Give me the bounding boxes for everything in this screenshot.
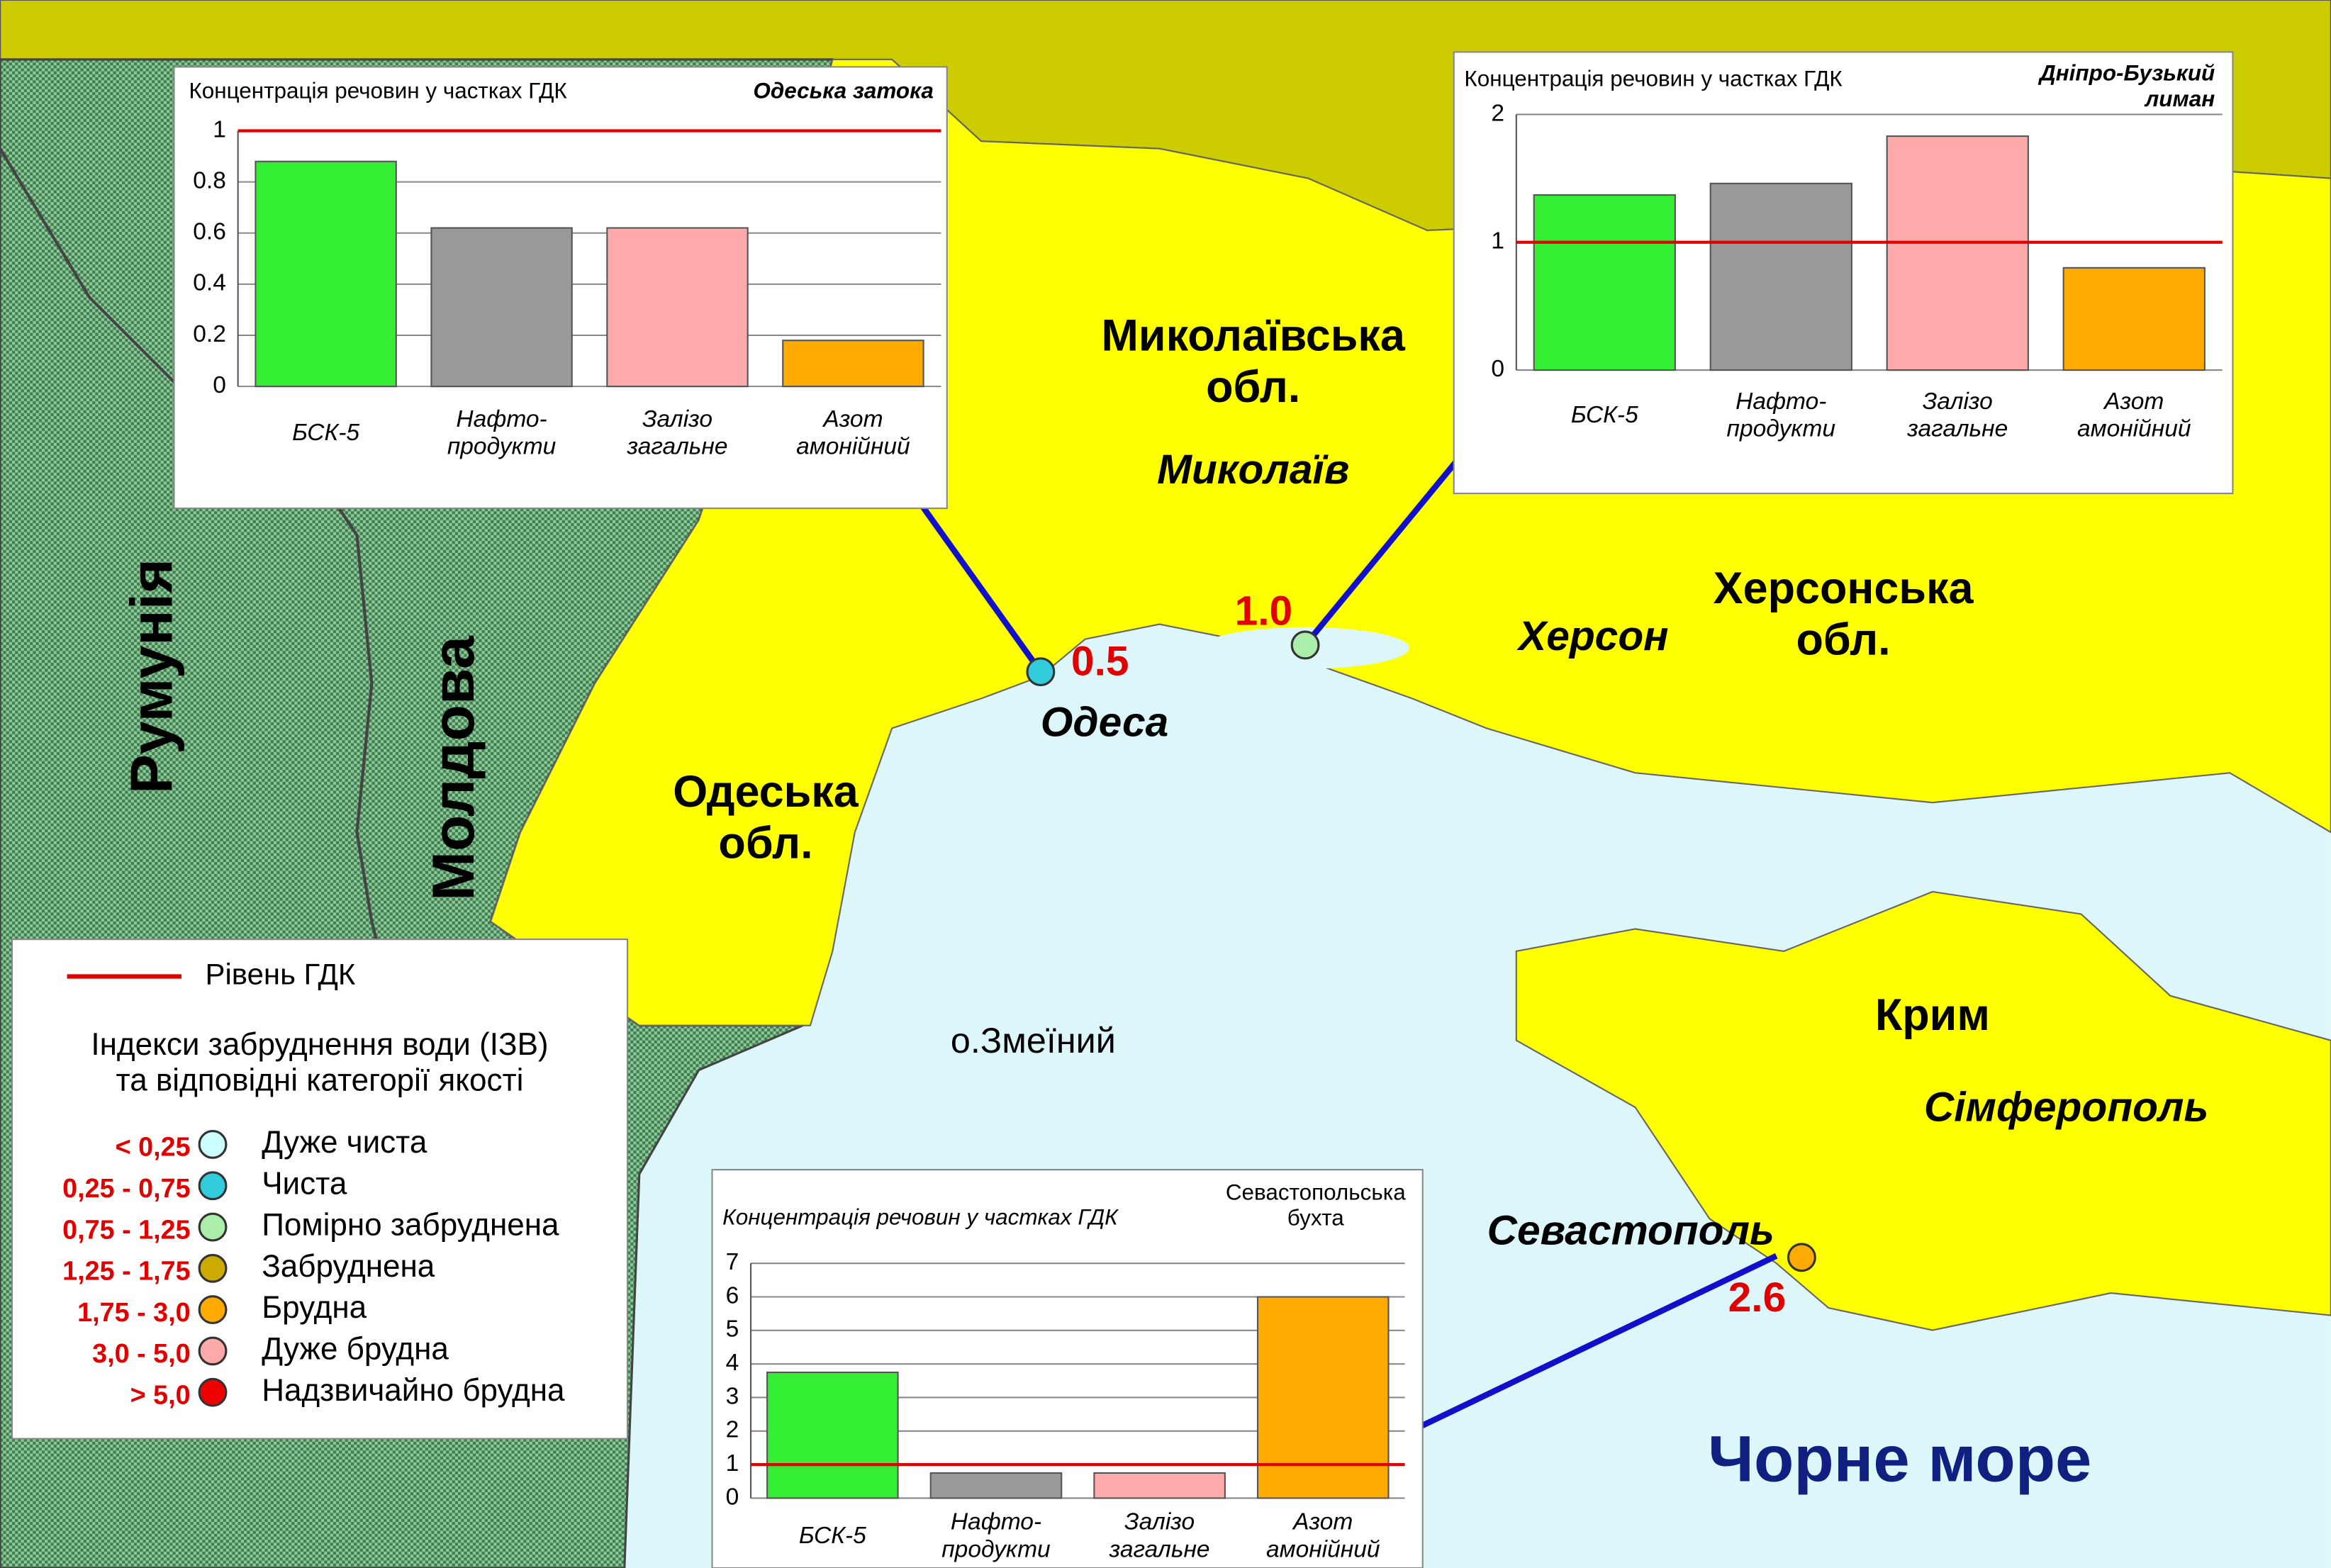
map-label: Сімферополь [1924,1085,2208,1131]
y-tick-label: 0.8 [193,167,226,194]
x-tick-label: Азот амонійний [2077,388,2191,442]
crimea [1515,890,2331,1331]
bar [2062,267,2206,371]
bar [782,340,924,388]
map-label: Херсон [1516,613,1669,659]
bar [1533,194,1676,371]
y-tick-label: 1 [213,116,226,142]
x-tick-label: БСК-5 [799,1523,866,1549]
y-tick-label: 6 [726,1282,739,1309]
connector [919,503,1044,674]
map-label: Миколаївська обл. [1102,310,1406,411]
bar [929,1472,1063,1499]
legend-swatch [198,1171,228,1201]
legend-range: 3,0 - 5,0 [92,1338,190,1368]
y-tick-label: 1 [726,1450,739,1477]
bar [766,1371,899,1499]
map-label: Румунія [118,559,185,794]
site-marker [1290,630,1320,660]
legend-box [11,939,629,1440]
y-tick-label: 0.6 [193,219,226,245]
y-tick-label: 0.4 [193,270,226,296]
legend-label: Надзвичайно брудна [262,1373,565,1408]
map-label: Крим [1875,990,1990,1040]
connector [1302,459,1460,647]
legend-label: Брудна [262,1290,367,1325]
bar [255,160,397,388]
y-tick-label: 5 [726,1316,739,1343]
bar [1886,135,2029,371]
y-tick-label: 1 [1491,228,1504,254]
x-tick-label: Нафто-продукти [447,406,556,460]
chart-subtitle: Дніпро-Бузький лиман [2037,61,2215,111]
x-tick-label: Азот амонійний [1266,1509,1380,1563]
x-tick-label: Залізо загальне [1109,1509,1210,1563]
site-value: 1.0 [1235,588,1293,634]
legend-label: Помірно забруднена [262,1208,559,1243]
bar [1093,1472,1226,1499]
legend-swatch [198,1253,228,1283]
y-tick-label: 0 [1491,356,1504,382]
map-label: Миколаїв [1157,447,1349,493]
y-tick-label: 0 [726,1484,739,1510]
x-tick-label: Залізо загальне [1906,388,2008,442]
site-marker [1026,657,1056,687]
y-tick-label: 0.2 [193,321,226,347]
bar [1709,182,1852,371]
site-value: 2.6 [1728,1275,1787,1321]
y-tick-label: 7 [726,1249,739,1275]
map-label: Севастополь [1487,1208,1774,1254]
legend-label: Забруднена [262,1249,435,1284]
site-marker [1787,1243,1816,1272]
legend-range: 1,25 - 1,75 [62,1256,190,1286]
legend-swatch [198,1295,228,1325]
x-tick-label: Залізо загальне [627,406,728,460]
bar [430,227,573,388]
legend-label: Чиста [262,1166,347,1201]
site-value: 0.5 [1071,639,1129,685]
legend-swatch [198,1336,228,1366]
legend-range: 0,75 - 1,25 [62,1214,190,1244]
x-tick-label: БСК-5 [292,420,359,446]
map-label: Херсонська обл. [1714,564,1974,664]
map-label: Молдова [420,635,486,901]
y-tick-label: 2 [726,1417,739,1443]
x-tick-label: Азот амонійний [796,406,910,460]
bar [1256,1296,1390,1499]
legend-swatch [198,1130,228,1159]
chart-title: Концентрація речовин у частках ГДК [722,1205,1119,1230]
legend-title: Індекси забруднення води (ІЗВ) та відпові… [91,1027,548,1098]
chart-title: Концентрація речовин у частках ГДК [189,78,567,103]
map-label: о.Змеїний [951,1020,1116,1060]
legend-range: > 5,0 [130,1379,191,1409]
map-label: Одеса [1041,700,1169,746]
bar [606,227,749,388]
legend-range: 0,25 - 0,75 [62,1173,190,1203]
connector [1418,1253,1778,1430]
chart-title: Концентрація речовин у частках ГДК [1464,67,1843,91]
legend-swatch [198,1377,228,1407]
map-label: Одеська обл. [673,767,859,868]
legend-label: Дуже брудна [262,1332,449,1367]
y-tick-label: 4 [726,1350,739,1376]
y-tick-label: 2 [1491,100,1504,126]
legend-label: Дуже чиста [262,1125,427,1160]
y-tick-label: 3 [726,1383,739,1409]
legend-line-label: Рівень ГДК [206,958,356,991]
map-label: Чорне море [1708,1422,2091,1496]
y-tick-label: 0 [213,372,226,398]
legend-range: < 0,25 [116,1132,191,1162]
legend-swatch [198,1212,228,1242]
x-tick-label: Нафто-продукти [941,1509,1050,1563]
chart-subtitle: Севастопольська бухта [1226,1180,1406,1231]
x-tick-label: БСК-5 [1571,402,1638,428]
chart-subtitle: Одеська затока [753,78,934,103]
x-tick-label: Нафто-продукти [1727,388,1835,442]
legend-range: 1,75 - 3,0 [77,1297,190,1327]
